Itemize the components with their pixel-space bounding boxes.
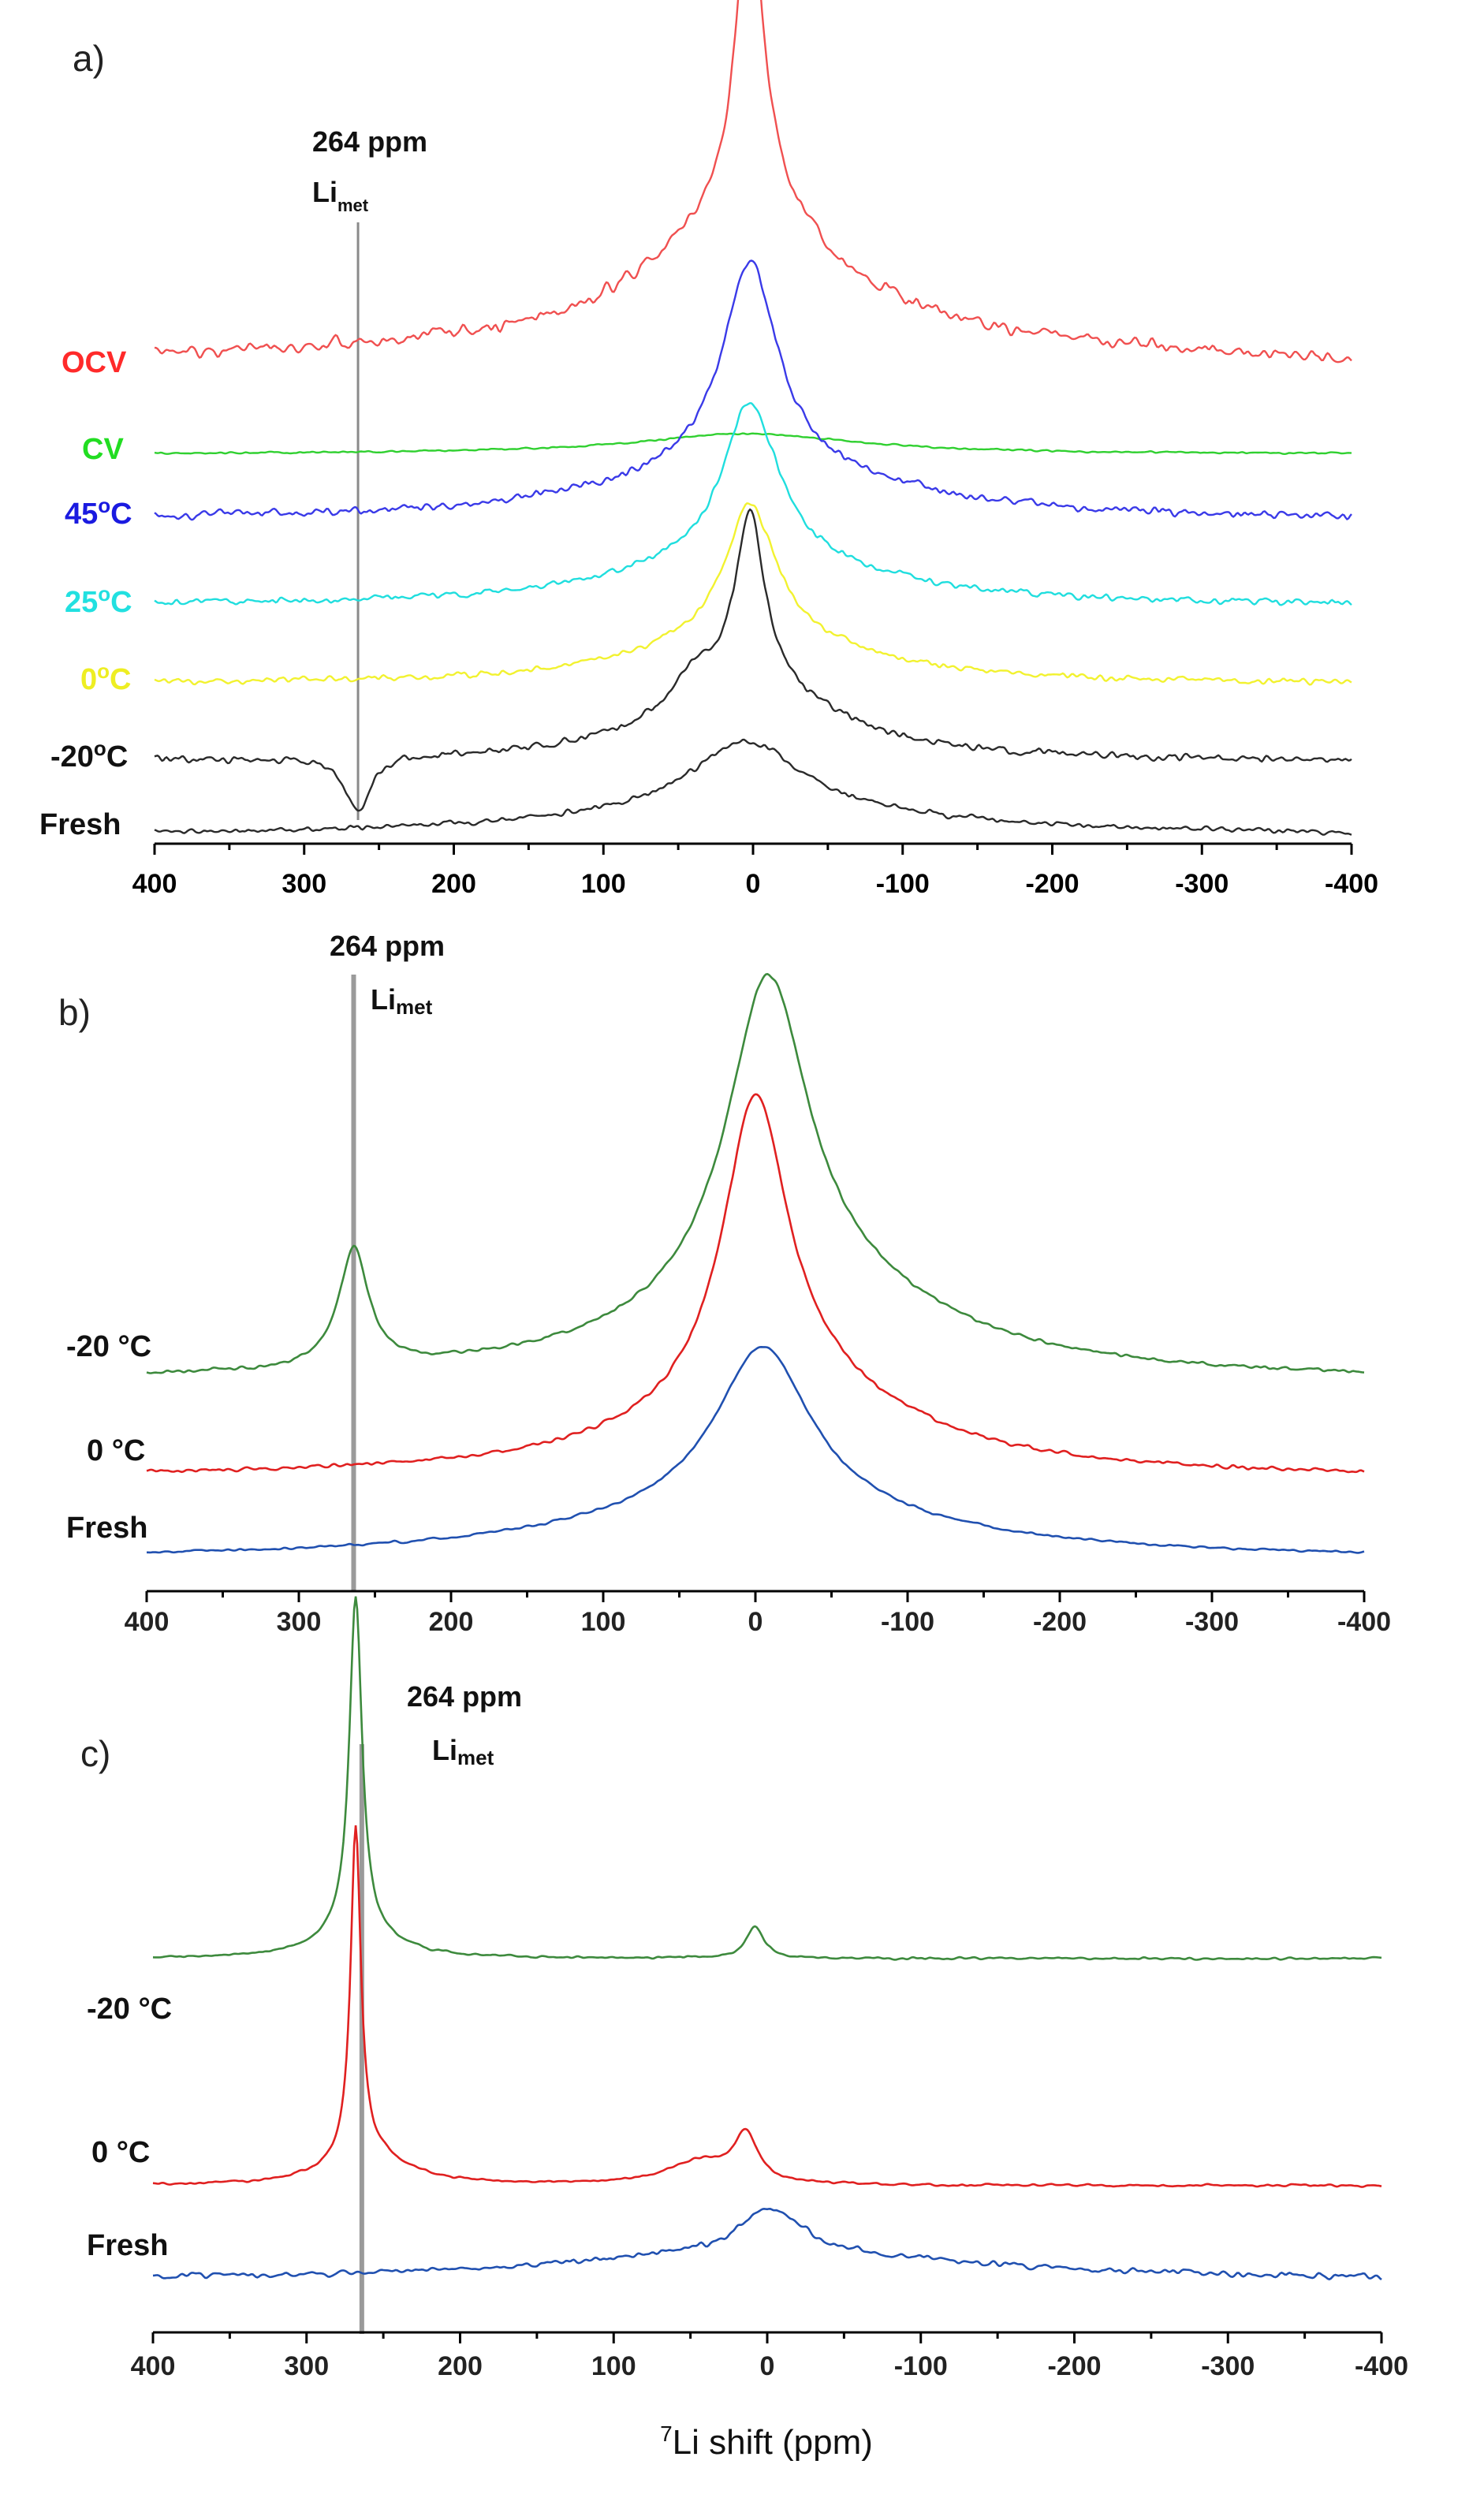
panel-b-tick-label: 200 — [429, 1607, 474, 1637]
panel-c-tick-label: 300 — [284, 2351, 329, 2381]
panel-b-spectrum-fresh — [147, 1345, 1365, 1554]
panel-a-tick-label: -100 — [876, 869, 930, 899]
panel-a-label-fresh: Fresh — [39, 808, 121, 841]
panel-b-spectrum-0c — [146, 1093, 1365, 1474]
panel-a-spectrum-cv — [154, 432, 1352, 456]
panel-b: b) 264 ppm Limet -20 °C 0 °C Fresh 400 3… — [58, 930, 1391, 1637]
panel-a-tick-label: -300 — [1175, 869, 1229, 899]
panel-a-spectrum-25c — [154, 401, 1352, 606]
panel-b-spectrum-m20c — [146, 972, 1365, 1374]
panel-a-tick-label: 100 — [581, 869, 626, 899]
panel-b-tick-label: -400 — [1337, 1607, 1391, 1637]
panel-a-spectrum-ocv — [154, 0, 1352, 363]
panel-c-letter: c) — [80, 1733, 110, 1774]
panel-a-tick-label: -200 — [1025, 869, 1079, 899]
panel-c-tick-label: -200 — [1047, 2351, 1101, 2381]
panel-a-spectrum-45c — [154, 259, 1352, 521]
panel-c-ticks — [151, 2332, 1383, 2343]
panel-c: c) 264 ppm Limet -20 °C 0 °C Fresh 400 3… — [80, 1596, 1408, 2462]
panel-b-annotation-ppm: 264 ppm — [330, 930, 445, 962]
panel-b-tick-label: -200 — [1033, 1607, 1087, 1637]
panel-c-spectrum-0c — [152, 1825, 1382, 2188]
panel-c-tick-label: 400 — [131, 2351, 176, 2381]
panel-a-tick-labels: 400 300 200 100 0 -100 -200 -300 -400 — [132, 869, 1378, 899]
panel-b-label-fresh: Fresh — [66, 1512, 147, 1545]
panel-a-spectrum-m20c — [154, 508, 1352, 812]
panel-a: a) 264 ppm Limet OCV CV 45oC 25oC 0oC -2… — [39, 0, 1378, 899]
panel-b-tick-label: -300 — [1185, 1607, 1239, 1637]
panel-b-tick-label: 0 — [748, 1607, 763, 1637]
panel-a-label-cv: CV — [82, 433, 124, 466]
panel-c-label-0c: 0 °C — [91, 2136, 150, 2169]
panel-a-tick-label: 300 — [282, 869, 326, 899]
panel-b-tick-label: 100 — [581, 1607, 626, 1637]
panel-a-letter: a) — [73, 38, 105, 79]
panel-a-tick-label: -400 — [1325, 869, 1378, 899]
panel-c-tick-label: -300 — [1201, 2351, 1255, 2381]
panel-c-tick-label: -100 — [894, 2351, 948, 2381]
panel-c-label-m20c: -20 °C — [87, 1993, 172, 2026]
panel-b-label-m20c: -20 °C — [66, 1330, 151, 1363]
panel-c-annotation-limet: Limet — [432, 1734, 494, 1769]
panel-c-tick-label: 200 — [438, 2351, 483, 2381]
panel-a-tick-label: 400 — [132, 869, 177, 899]
panel-b-tick-labels: 400 300 200 100 0 -100 -200 -300 -400 — [125, 1607, 1391, 1637]
panel-a-spectrum-0c — [154, 502, 1352, 686]
panel-c-spectrum-fresh — [152, 2207, 1382, 2281]
panel-a-tick-label: 200 — [431, 869, 476, 899]
panel-c-tick-labels: 400 300 200 100 0 -100 -200 -300 -400 — [131, 2351, 1408, 2381]
panel-a-spectrum-fresh — [154, 738, 1352, 836]
panel-b-tick-label: 400 — [125, 1607, 170, 1637]
panel-b-tick-label: -100 — [881, 1607, 934, 1637]
panel-a-ticks — [153, 844, 1353, 855]
panel-c-label-fresh: Fresh — [87, 2229, 168, 2262]
panel-c-spectrum-m20c — [152, 1596, 1382, 1961]
panel-a-tick-label: 0 — [746, 869, 761, 899]
panel-a-label-m20c: -20oC — [50, 736, 128, 774]
panel-c-tick-label: 0 — [760, 2351, 775, 2381]
panel-b-ticks — [145, 1591, 1366, 1602]
panel-b-letter: b) — [58, 992, 91, 1033]
panel-a-label-ocv: OCV — [62, 346, 127, 379]
panel-a-label-45c: 45oC — [65, 494, 132, 531]
panel-c-x-axis-title: 7Li shift (ppm) — [660, 2421, 873, 2462]
panel-a-label-25c: 25oC — [65, 582, 132, 619]
panel-c-annotation-ppm: 264 ppm — [407, 1680, 522, 1713]
panel-c-tick-label: -400 — [1355, 2351, 1408, 2381]
panel-a-annotation-limet: Limet — [312, 176, 369, 215]
panel-b-annotation-limet: Limet — [371, 983, 433, 1019]
panel-c-tick-label: 100 — [591, 2351, 636, 2381]
panel-b-tick-label: 300 — [277, 1607, 322, 1637]
panel-b-label-0c: 0 °C — [87, 1434, 145, 1467]
panel-a-annotation-ppm: 264 ppm — [312, 125, 427, 158]
panel-a-label-0c: 0oC — [80, 659, 131, 696]
